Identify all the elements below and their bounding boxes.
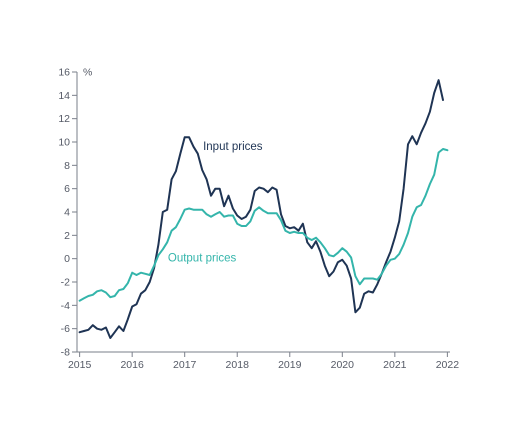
series-line-output-prices bbox=[78, 148, 449, 302]
series-label-output-prices: Output prices bbox=[168, 253, 237, 265]
x-tick-label: 2020 bbox=[331, 359, 355, 371]
chart-series bbox=[78, 79, 449, 339]
y-tick-label: 8 bbox=[64, 160, 70, 172]
x-tick-label: 2018 bbox=[226, 359, 250, 371]
y-tick-label: -8 bbox=[61, 347, 70, 359]
y-tick-label: 12 bbox=[58, 113, 70, 125]
series-label-input-prices: Input prices bbox=[203, 141, 263, 153]
y-tick-label: -4 bbox=[61, 300, 70, 312]
x-tick-label: 2017 bbox=[173, 359, 197, 371]
x-tick-label: 2016 bbox=[120, 359, 144, 371]
y-tick-label: -6 bbox=[61, 323, 70, 335]
y-tick-label: 10 bbox=[58, 137, 70, 149]
chart-annotations: Input prices Output prices bbox=[168, 141, 263, 264]
x-tick-label: 2019 bbox=[278, 359, 302, 371]
y-tick-label: 0 bbox=[64, 253, 70, 265]
y-tick-label: 14 bbox=[58, 90, 70, 102]
x-tick-label: 2022 bbox=[436, 359, 460, 371]
y-tick-label: -2 bbox=[61, 277, 70, 289]
x-tick-label: 2015 bbox=[68, 359, 92, 371]
y-tick-label: 16 bbox=[58, 67, 70, 79]
chart-axes: -8 -6 -4 -2 0 2 4 6 8 10 12 14 16 % 2015 2016 2017 2018 20… bbox=[58, 67, 459, 372]
y-tick-label: 2 bbox=[64, 230, 70, 242]
y-tick-label: 4 bbox=[64, 207, 70, 219]
y-tick-label: 6 bbox=[64, 183, 70, 195]
x-tick-label: 2021 bbox=[383, 359, 407, 371]
y-axis-unit-label: % bbox=[83, 67, 92, 79]
